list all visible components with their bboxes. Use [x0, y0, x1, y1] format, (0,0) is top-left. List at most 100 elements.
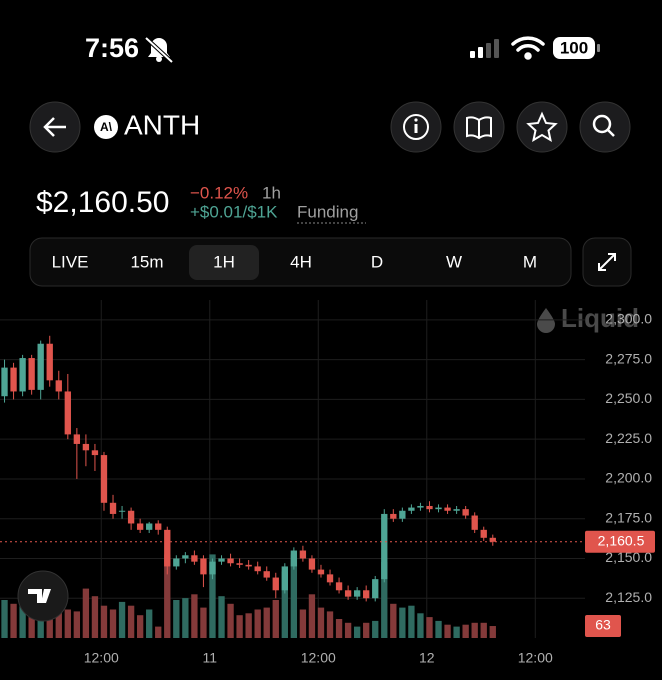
x-tick-label: 11 — [202, 650, 217, 666]
volume-bar — [100, 605, 108, 638]
timeframe-bar — [29, 237, 572, 287]
token-icon — [94, 115, 118, 139]
volume-bar — [281, 571, 288, 638]
volume-bar — [55, 607, 62, 638]
y-tick-label: 2,150.0 — [605, 549, 652, 565]
candle-body — [136, 523, 144, 530]
candle-body — [471, 515, 478, 530]
tab[interactable]: 4H — [290, 252, 312, 271]
volume-bar — [326, 611, 334, 638]
candle-body — [55, 380, 62, 392]
candle-body — [200, 558, 207, 575]
selected-tab — [189, 245, 259, 280]
book-icon — [466, 116, 492, 140]
candle-body — [91, 450, 99, 456]
tab[interactable]: M — [523, 252, 537, 271]
tab[interactable]: 15m — [130, 252, 163, 271]
candle-body — [399, 510, 406, 519]
volume-bar — [136, 615, 144, 638]
mute-icon — [144, 36, 174, 64]
candle-body — [100, 455, 108, 503]
volume-bar — [353, 626, 361, 638]
status-time: 7:56 — [85, 33, 139, 63]
volume-bar — [173, 600, 180, 638]
candle-body — [317, 569, 325, 575]
price: $2,160.50 — [36, 186, 169, 219]
volume-bar — [91, 596, 99, 638]
search-icon-handle — [607, 129, 615, 137]
volume-bar — [191, 594, 198, 638]
candle-body — [353, 590, 361, 597]
candle-body — [10, 367, 17, 392]
candle-body — [381, 513, 388, 580]
x-tick-label: 12:00 — [84, 650, 119, 666]
volume-bar — [64, 609, 71, 638]
volume-bar — [426, 617, 433, 638]
watermark-drop — [537, 308, 555, 333]
volume-bar — [335, 619, 343, 638]
volume-bar — [19, 598, 26, 638]
symbol: ANTH — [124, 109, 200, 140]
volume-bar — [164, 554, 171, 638]
candle-body — [254, 566, 261, 572]
candle-body — [272, 577, 279, 591]
volume-tag — [585, 615, 621, 638]
candle-body — [218, 558, 225, 562]
tab[interactable]: W — [446, 252, 462, 271]
candle-body — [435, 507, 442, 510]
volume-bar — [290, 554, 298, 638]
volume-bar — [28, 605, 35, 638]
candle-body — [19, 358, 26, 392]
volume-bar — [408, 605, 415, 638]
candle-body — [236, 563, 243, 565]
tab[interactable]: LIVE — [52, 252, 89, 271]
volume-bar — [218, 596, 225, 638]
x-tick-label: 12 — [419, 650, 435, 666]
candle-body — [335, 582, 343, 591]
candle-body — [372, 579, 379, 599]
candle-body — [281, 566, 288, 591]
volume-bar — [399, 607, 406, 638]
battery-level: 100 — [560, 38, 588, 57]
expand-icon — [598, 253, 616, 271]
volume-bar — [82, 588, 90, 638]
y-tick-label: 2,225.0 — [605, 430, 652, 446]
candle-body — [173, 558, 180, 567]
favorite-button[interactable] — [516, 101, 568, 153]
volume-bar — [317, 607, 325, 638]
candle-body — [489, 537, 496, 542]
candle-body — [64, 391, 71, 435]
funding-label: Funding — [297, 202, 358, 221]
tradingview-mark — [28, 589, 51, 603]
x-tick-label: 12:00 — [518, 650, 553, 666]
candle-body — [462, 509, 469, 516]
star-icon — [526, 111, 558, 143]
y-tick-label: 2,250.0 — [605, 390, 652, 406]
search-button[interactable] — [579, 101, 631, 153]
volume-bar — [236, 615, 243, 638]
y-tick-label: 2,125.0 — [605, 589, 652, 605]
candle-body — [480, 529, 487, 538]
price-change: −0.12% — [190, 183, 248, 202]
x-tick-label: 12:00 — [301, 650, 336, 666]
volume-bar — [254, 609, 261, 638]
volume-bar — [435, 620, 442, 638]
volume-bar — [146, 609, 153, 638]
volume-bar — [209, 554, 216, 638]
y-tick-label: 2,300.0 — [605, 311, 652, 327]
volume-bar — [10, 603, 17, 638]
candle-body — [299, 550, 307, 559]
token-icon-glyph: A\ — [100, 120, 113, 134]
tab[interactable]: D — [371, 252, 383, 271]
tab[interactable]: 1H — [213, 252, 235, 271]
info-icon-dot — [414, 118, 418, 122]
volume-bar — [263, 607, 270, 638]
wifi-icon — [511, 36, 545, 60]
volume-bar — [363, 622, 370, 638]
candle-body — [326, 574, 334, 583]
candle-body — [263, 571, 270, 578]
candle-body — [444, 507, 451, 511]
last-price-label: 2,160.5 — [598, 532, 645, 548]
volume-bar — [272, 600, 279, 638]
volume-bar — [227, 603, 234, 638]
